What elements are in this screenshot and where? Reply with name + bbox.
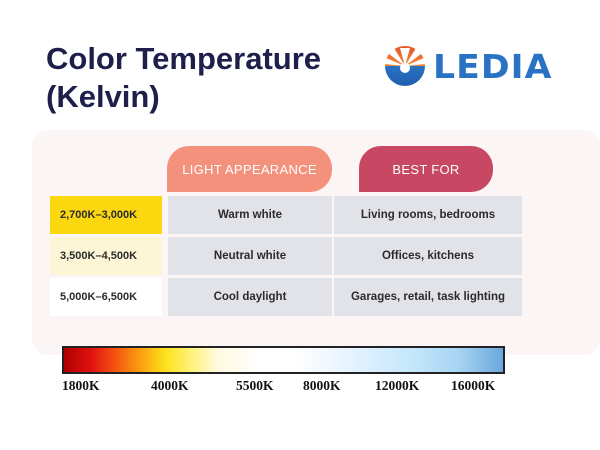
kelvin-range-cool: 5,000K–6,500K bbox=[50, 278, 162, 316]
led-sunburst-logo-icon bbox=[385, 46, 425, 86]
brand-logo: LEDIA bbox=[383, 44, 551, 89]
appearance-cool: Cool daylight bbox=[168, 278, 332, 316]
color-temperature-gradient-bar bbox=[62, 346, 505, 374]
scale-tick-16000k: 16000K bbox=[451, 378, 496, 393]
scale-tick-12000k: 12000K bbox=[375, 378, 420, 393]
scale-tick-8000k: 8000K bbox=[303, 378, 341, 393]
title-line-1: Color Temperature bbox=[46, 41, 322, 76]
header-light-appearance: LIGHT APPEARANCE bbox=[167, 146, 332, 192]
best-for-neutral: Offices, kitchens bbox=[334, 237, 522, 275]
scale-tick-1800k: 1800K bbox=[62, 378, 100, 393]
scale-tick-5500k: 5500K bbox=[236, 378, 274, 393]
brand-name: LEDIA bbox=[433, 47, 553, 86]
appearance-neutral: Neutral white bbox=[168, 237, 332, 275]
header-best-for: BEST FOR bbox=[359, 146, 493, 192]
title-line-2: (Kelvin) bbox=[46, 79, 160, 114]
scale-tick-4000k: 4000K bbox=[151, 378, 189, 393]
best-for-cool: Garages, retail, task lighting bbox=[334, 278, 522, 316]
kelvin-range-neutral: 3,500K–4,500K bbox=[50, 237, 162, 275]
kelvin-range-warm: 2,700K–3,000K bbox=[50, 196, 162, 234]
best-for-warm: Living rooms, bedrooms bbox=[334, 196, 522, 234]
page-title: Color Temperature (Kelvin) bbox=[46, 40, 321, 116]
appearance-warm: Warm white bbox=[168, 196, 332, 234]
